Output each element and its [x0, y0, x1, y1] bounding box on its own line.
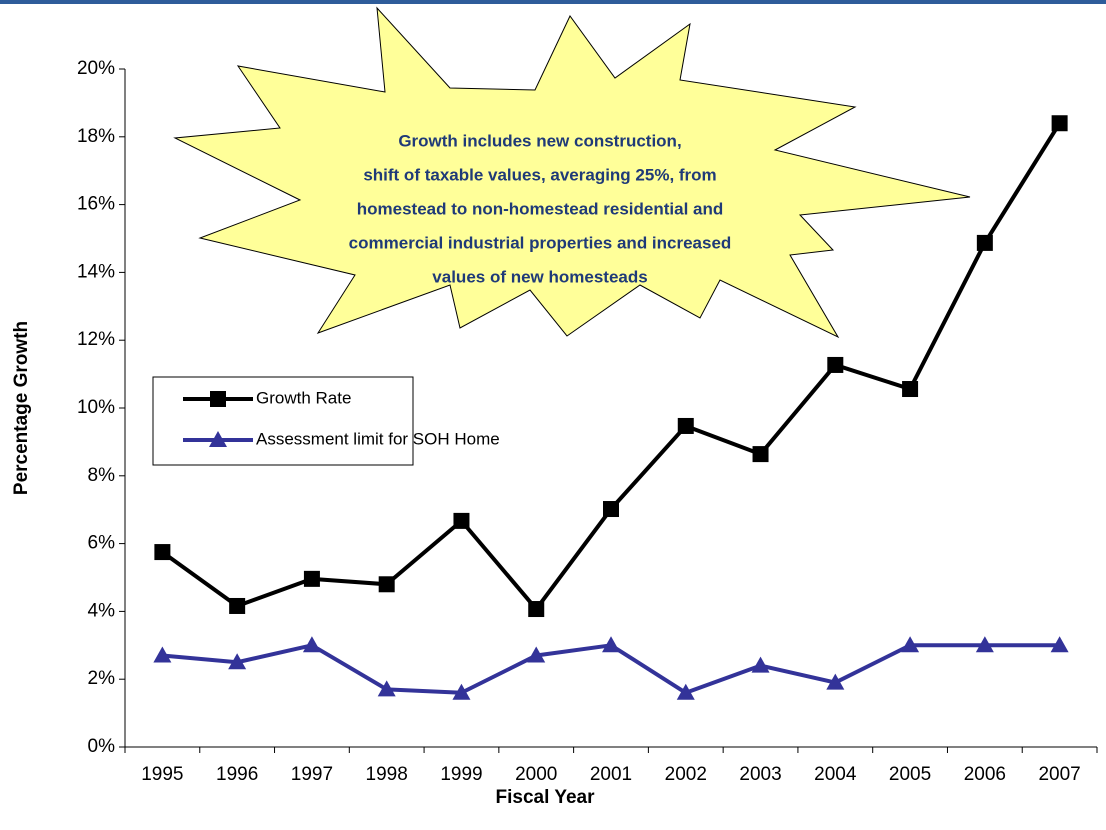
y-tick-label: 6%	[88, 533, 116, 554]
y-tick-label: 14%	[77, 261, 115, 282]
data-point	[452, 683, 471, 700]
x-tick-label: 1999	[440, 764, 482, 785]
legend-marker	[209, 431, 227, 447]
x-tick-label: 2003	[739, 764, 781, 785]
x-tick-label: 2000	[515, 764, 557, 785]
x-tick-label: 2007	[1038, 764, 1080, 785]
x-tick-label: 1996	[216, 764, 258, 785]
y-tick-label: 0%	[88, 736, 116, 757]
data-point	[453, 512, 470, 529]
annotation: Growth includes new construction, shift o…	[349, 131, 732, 286]
data-point	[378, 576, 395, 593]
y-tick-label: 8%	[88, 465, 116, 486]
x-tick-label: 1995	[141, 764, 183, 785]
data-point	[676, 683, 695, 700]
data-point	[751, 656, 770, 673]
data-point	[602, 636, 620, 653]
y-tick-label: 10%	[77, 397, 115, 418]
data-point	[1050, 636, 1069, 653]
data-point	[303, 570, 320, 587]
data-point	[752, 446, 769, 463]
y-axis-title: Percentage Growth	[11, 321, 32, 495]
starburst	[173, 6, 971, 339]
data-point	[153, 646, 172, 663]
series-line	[162, 643, 1060, 695]
top-border	[0, 0, 1106, 4]
data-point	[976, 234, 993, 251]
y-tick-label: 18%	[77, 126, 115, 147]
annotation-line: homestead to non-homestead residential a…	[357, 199, 724, 218]
x-tick-label: 2002	[665, 764, 707, 785]
y-tick-label: 2%	[88, 668, 116, 689]
legend-marker	[210, 391, 226, 407]
data-point	[377, 680, 396, 697]
data-point	[1051, 115, 1068, 132]
data-point	[527, 646, 546, 663]
legend-box	[152, 376, 414, 466]
x-tick-label: 2005	[889, 764, 931, 785]
x-tick-label: 1997	[291, 764, 333, 785]
data-point	[902, 381, 919, 398]
annotation-line: Growth includes new construction,	[398, 131, 681, 150]
annotation-line: values of new homesteads	[432, 267, 647, 286]
annotation-line: shift of taxable values, averaging 25%, …	[363, 165, 716, 184]
x-tick-label: 2004	[814, 764, 857, 785]
data-point	[975, 636, 994, 653]
x-tick-label: 1998	[366, 764, 408, 785]
data-point	[603, 501, 619, 518]
legend-label: Assessment limit for SOH Home	[256, 429, 500, 448]
data-point	[528, 601, 545, 618]
x-axis-title: Fiscal Year	[496, 787, 596, 808]
y-tick-label: 4%	[88, 600, 116, 621]
data-point	[229, 597, 246, 614]
x-tick-label: 2001	[590, 764, 632, 785]
data-point	[677, 417, 694, 434]
data-point	[302, 636, 321, 653]
y-tick-label: 16%	[77, 194, 115, 215]
y-tick-label: 20%	[77, 58, 115, 79]
annotation-line: commercial industrial properties and inc…	[349, 233, 732, 252]
legend-label: Growth Rate	[256, 388, 351, 407]
data-point	[228, 653, 247, 670]
data-point	[901, 636, 920, 653]
y-tick-label: 12%	[77, 329, 115, 350]
data-point	[827, 356, 844, 373]
data-point	[826, 673, 845, 690]
data-point	[154, 544, 171, 561]
x-tick-label: 2006	[964, 764, 1006, 785]
